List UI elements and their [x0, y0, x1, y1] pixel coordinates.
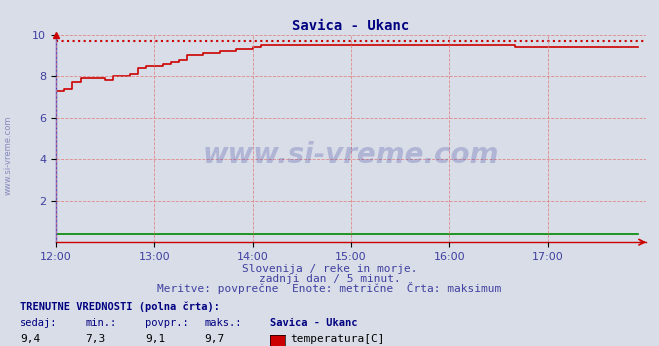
Text: TRENUTNE VREDNOSTI (polna črta):: TRENUTNE VREDNOSTI (polna črta): [20, 301, 219, 312]
Text: www.si-vreme.com: www.si-vreme.com [3, 116, 13, 195]
Text: sedaj:: sedaj: [20, 318, 57, 328]
Text: Savica - Ukanc: Savica - Ukanc [270, 318, 358, 328]
Text: min.:: min.: [86, 318, 117, 328]
Text: 9,7: 9,7 [204, 334, 225, 344]
Text: temperatura[C]: temperatura[C] [290, 334, 384, 344]
Text: zadnji dan / 5 minut.: zadnji dan / 5 minut. [258, 274, 401, 284]
Text: povpr.:: povpr.: [145, 318, 188, 328]
Text: maks.:: maks.: [204, 318, 242, 328]
Text: 7,3: 7,3 [86, 334, 106, 344]
Text: www.si-vreme.com: www.si-vreme.com [203, 141, 499, 169]
Title: Savica - Ukanc: Savica - Ukanc [293, 19, 409, 34]
Text: Slovenija / reke in morje.: Slovenija / reke in morje. [242, 264, 417, 274]
Text: 9,4: 9,4 [20, 334, 40, 344]
Text: 9,1: 9,1 [145, 334, 165, 344]
Text: Meritve: povprečne  Enote: metrične  Črta: maksimum: Meritve: povprečne Enote: metrične Črta:… [158, 282, 501, 294]
